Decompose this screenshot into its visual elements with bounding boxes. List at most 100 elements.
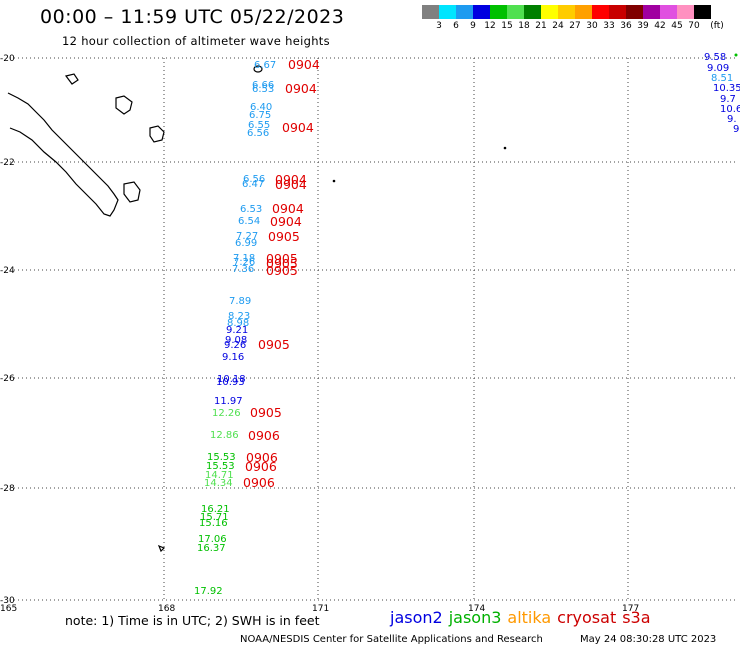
pass-time-label: 0904 (275, 172, 307, 187)
legend-tick-21: 21 (535, 21, 547, 31)
islets (332, 53, 738, 183)
pass-time-label: 0904 (282, 120, 314, 135)
satellite-cryosat: cryosat (557, 608, 617, 627)
wave-height-value: 7.18 (233, 253, 255, 264)
satellite-s3a: s3a (622, 608, 651, 627)
wave-height-value: 17.06 (198, 534, 227, 545)
legend-swatch-5 (507, 5, 524, 19)
wave-height-value: 9.16 (222, 352, 244, 363)
legend-tick-36: 36 (620, 21, 632, 31)
wave-height-value: 17.92 (194, 586, 223, 597)
lon-tick-label: 168 (158, 604, 175, 614)
legend-swatch-2 (456, 5, 473, 19)
pass-time-label: 0904 (275, 177, 307, 192)
legend-tick-9: 9 (470, 21, 476, 31)
altimeter-track-times: 0904090409040904090409040904090509050905… (243, 57, 320, 490)
legend-swatch-15 (677, 5, 694, 19)
legend-tick-45: 45 (671, 21, 683, 31)
pass-time-label: 0906 (248, 428, 280, 443)
legend-swatch-16 (694, 5, 711, 19)
altimeter-track-main: 6.676.666.536.406.756.556.566.566.476.53… (194, 60, 276, 597)
legend-swatch-12 (626, 5, 643, 19)
wave-height-value-right: 10.6 (720, 104, 740, 115)
wave-height-value: 6.67 (254, 60, 276, 71)
pass-time-label: 0905 (266, 251, 298, 266)
legend-tick-27: 27 (569, 21, 581, 31)
wave-height-value: 7.26 (233, 257, 255, 268)
graticule (10, 57, 735, 601)
wave-height-value-right: 9.7 (720, 94, 736, 105)
wave-height-value: 11.97 (214, 396, 243, 407)
legend-tick-39: 39 (637, 21, 649, 31)
lat-tick-label: -30 (0, 596, 15, 606)
legend-swatch-3 (473, 5, 490, 19)
lat-tick-label: -28 (0, 484, 15, 494)
legend-swatch-8 (558, 5, 575, 19)
coastline-walpole (157, 544, 166, 553)
wave-height-value: 9.26 (224, 340, 246, 351)
credit-line: NOAA/NESDIS Center for Satellite Applica… (240, 634, 543, 645)
wave-height-value: 14.71 (205, 470, 234, 481)
legend-tick-3: 3 (436, 21, 442, 31)
lat-tick-label: -22 (0, 158, 15, 168)
legend-swatches (422, 5, 711, 19)
pass-time-label: 0905 (266, 256, 298, 271)
wave-height-value: 8.98 (227, 318, 249, 329)
wave-height-value: 6.66 (252, 80, 274, 91)
wave-height-value: 6.56 (243, 174, 265, 185)
wave-height-value: 15.53 (206, 461, 235, 472)
wave-height-value: 15.16 (199, 518, 228, 529)
wave-height-value: 8.23 (228, 311, 250, 322)
latitude-labels: -20 -22 -24 -26 -28 -30 (0, 54, 15, 606)
legend-tick-12: 12 (484, 21, 496, 31)
pass-time-label: 0906 (246, 450, 278, 465)
legend-tick-labels: 3 6 9 12 15 18 21 24 27 30 33 36 39 42 45 70 (ft) (422, 19, 724, 33)
coastline (7, 65, 263, 553)
color-scale-legend: 3 6 9 12 15 18 21 24 27 30 33 36 39 42 45 70 (ft) (422, 5, 724, 33)
pass-time-label: 0904 (270, 214, 302, 229)
wave-height-value: 12.86 (210, 430, 239, 441)
wave-height-value: 6.99 (235, 238, 257, 249)
legend-unit: (ft) (710, 21, 724, 31)
lon-tick-label: 171 (312, 604, 329, 614)
pass-time-label: 0905 (258, 337, 290, 352)
wave-height-value-right: 10.35 (713, 83, 740, 94)
generated-timestamp: May 24 08:30:28 UTC 2023 (580, 634, 717, 645)
legend-tick-18: 18 (518, 21, 530, 31)
wave-height-value: 7.27 (236, 231, 258, 242)
legend-swatch-11 (609, 5, 626, 19)
wave-height-value: 14.34 (204, 478, 233, 489)
legend-swatch-6 (524, 5, 541, 19)
coastline-north-islet (64, 73, 79, 85)
legend-tick-6: 6 (453, 21, 459, 31)
satellite-jason3: jason3 (448, 608, 502, 627)
legend-tick-70: 70 (688, 21, 700, 31)
wave-height-value-right: 9. (727, 114, 737, 125)
wave-height-value: 7.36 (232, 264, 254, 275)
wave-height-value: 16.37 (197, 543, 226, 554)
wave-height-value-right: 9 (733, 124, 739, 135)
wave-height-value: 6.55 (248, 120, 270, 131)
coastline-new-caledonia (7, 92, 119, 217)
lon-tick-label: 174 (468, 604, 485, 614)
legend-swatch-1 (439, 5, 456, 19)
footer-note: note: 1) Time is in UTC; 2) SWH is in fe… (65, 613, 320, 628)
satellite-altika: altika (507, 608, 552, 627)
lon-tick-label: 165 (0, 604, 17, 614)
wave-height-value: 10.93 (216, 377, 245, 388)
wave-height-value: 6.47 (242, 179, 264, 190)
wave-height-value: 15.71 (200, 512, 229, 523)
legend-tick-30: 30 (586, 21, 598, 31)
wave-height-value: 6.75 (249, 110, 271, 121)
legend-swatch-7 (541, 5, 558, 19)
legend-tick-24: 24 (552, 21, 564, 31)
legend-tick-33: 33 (603, 21, 615, 31)
wave-height-value: 10.18 (217, 374, 246, 385)
satellite-legend: jason2 jason3 altika cryosat s3a (390, 608, 657, 627)
page-subtitle: 12 hour collection of altimeter wave hei… (62, 34, 330, 48)
coastline-loyalty-1 (115, 95, 133, 115)
legend-swatch-14 (660, 5, 677, 19)
wave-height-value: 9.21 (226, 325, 248, 336)
